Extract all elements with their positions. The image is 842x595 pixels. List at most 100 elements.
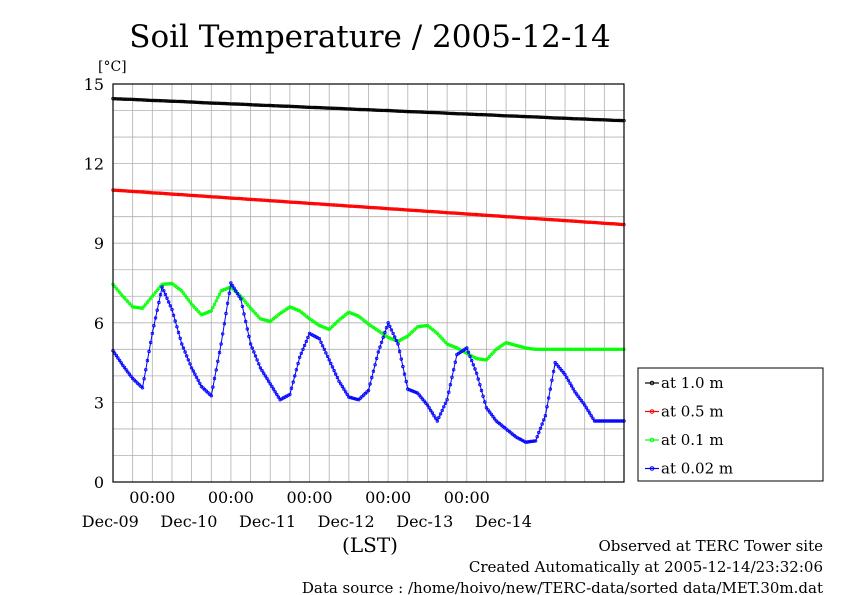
data-point (470, 112, 474, 116)
data-point (612, 419, 616, 423)
data-point (127, 97, 132, 101)
data-point (306, 105, 310, 109)
data-point (378, 108, 382, 112)
data-point (532, 216, 536, 221)
data-point (181, 99, 186, 104)
data-point (604, 118, 608, 122)
data-point (165, 296, 169, 300)
data-point (532, 439, 536, 443)
data-point (587, 117, 592, 121)
data-point (447, 390, 451, 394)
data-point (327, 106, 331, 110)
data-point (375, 356, 379, 361)
data-point (440, 210, 444, 214)
data-point (170, 99, 174, 103)
data-point (116, 356, 120, 360)
data-point (430, 110, 435, 115)
x-tick-time: 00:00 (365, 488, 411, 507)
data-point (524, 114, 528, 119)
data-point (309, 201, 313, 206)
data-point (614, 347, 618, 351)
data-point (145, 300, 150, 304)
data-point (147, 349, 151, 354)
data-point (499, 113, 503, 118)
data-point (453, 360, 457, 364)
data-point (615, 118, 620, 123)
data-point (148, 296, 153, 300)
data-point (147, 98, 151, 102)
data-point (188, 193, 192, 197)
data-point (350, 204, 354, 208)
data-point (289, 386, 294, 390)
data-point (601, 347, 605, 351)
data-point (198, 194, 202, 198)
data-point (248, 102, 253, 107)
data-point (235, 291, 240, 296)
data-point (299, 351, 303, 355)
data-point (239, 196, 243, 201)
data-point (437, 210, 441, 214)
data-point (456, 211, 461, 215)
data-point (157, 300, 161, 305)
data-point (507, 215, 512, 219)
data-point (225, 301, 230, 305)
data-point (399, 109, 403, 113)
data-point (479, 112, 484, 117)
data-point (399, 357, 403, 361)
data-point (181, 346, 186, 350)
legend-item: at 0.02 m (645, 460, 733, 478)
data-point (220, 332, 225, 336)
data-point (296, 200, 300, 205)
data-point (357, 107, 361, 112)
data-point (424, 209, 428, 213)
data-point (368, 382, 372, 386)
data-point (401, 109, 405, 113)
data-point (417, 110, 421, 114)
data-point (617, 347, 621, 351)
data-point (514, 114, 518, 118)
data-point (597, 347, 602, 351)
data-point (466, 112, 471, 116)
data-point (607, 419, 611, 423)
data-point (563, 372, 567, 377)
data-point (306, 201, 310, 205)
data-point (542, 115, 546, 119)
data-point (368, 108, 372, 112)
data-point (370, 205, 374, 210)
data-point (240, 197, 245, 201)
data-point (366, 205, 371, 210)
data-point (316, 202, 320, 206)
data-point (548, 347, 552, 351)
data-point (528, 439, 533, 444)
data-point (288, 104, 292, 108)
data-point (222, 195, 227, 200)
data-point (448, 343, 453, 348)
data-point (379, 206, 384, 210)
data-point (144, 98, 148, 102)
data-point (602, 118, 606, 122)
data-point (545, 217, 549, 222)
data-point (212, 195, 217, 199)
data-point (471, 112, 475, 116)
data-point (276, 395, 281, 399)
data-point (437, 110, 441, 115)
y-tick-labels: 0 3 6 9 12 15 (84, 75, 104, 492)
data-point (240, 102, 245, 106)
data-point (237, 102, 241, 106)
data-point (250, 346, 254, 350)
data-point (160, 285, 164, 289)
data-point (201, 100, 205, 105)
data-point (175, 99, 179, 104)
data-point (402, 109, 407, 114)
data-point (294, 368, 299, 372)
y-axis-unit: [°C] (98, 59, 127, 75)
data-point (420, 110, 425, 114)
data-point (165, 191, 169, 196)
data-point (283, 199, 287, 204)
data-point (417, 393, 421, 397)
data-point (116, 188, 120, 193)
data-point (429, 408, 433, 413)
data-point (332, 203, 336, 207)
data-point (316, 105, 320, 110)
data-point (587, 220, 592, 224)
